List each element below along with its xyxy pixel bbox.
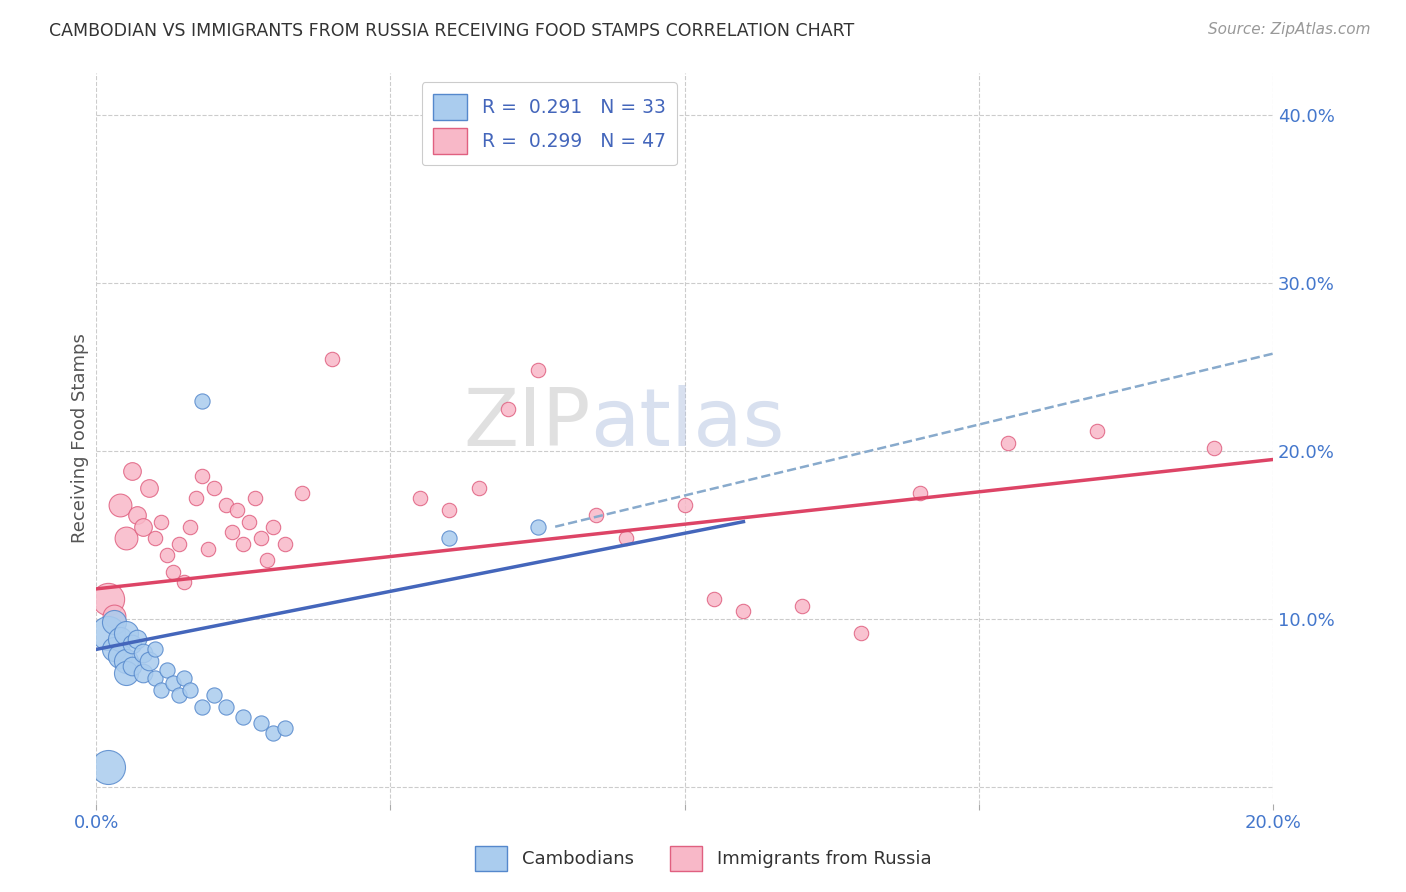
Point <box>792 599 814 613</box>
Point <box>121 637 143 651</box>
Point <box>97 625 120 640</box>
Point <box>733 604 755 618</box>
Point <box>138 481 160 495</box>
Point <box>202 481 225 495</box>
Point <box>1085 424 1108 438</box>
Legend: Cambodians, Immigrants from Russia: Cambodians, Immigrants from Russia <box>467 838 939 879</box>
Point <box>162 676 184 690</box>
Point <box>132 665 155 680</box>
Point <box>179 682 201 697</box>
Point <box>703 591 725 606</box>
Point <box>143 671 166 685</box>
Point <box>226 503 249 517</box>
Point <box>908 486 931 500</box>
Point <box>291 486 314 500</box>
Point <box>114 654 136 668</box>
Point <box>121 464 143 478</box>
Point <box>256 553 278 567</box>
Point <box>232 709 254 723</box>
Point <box>1204 441 1226 455</box>
Point <box>149 515 172 529</box>
Point <box>321 351 343 366</box>
Point <box>614 532 637 546</box>
Point <box>191 699 214 714</box>
Point <box>221 524 243 539</box>
Point <box>114 532 136 546</box>
Point <box>526 363 548 377</box>
Point <box>167 536 190 550</box>
Point <box>156 663 179 677</box>
Point <box>250 532 273 546</box>
Point <box>103 642 125 657</box>
Y-axis label: Receiving Food Stamps: Receiving Food Stamps <box>72 334 89 543</box>
Point <box>132 646 155 660</box>
Point <box>243 491 266 505</box>
Point <box>127 508 149 522</box>
Point <box>186 491 208 505</box>
Point <box>179 519 201 533</box>
Point <box>273 722 295 736</box>
Point <box>439 532 461 546</box>
Point <box>173 671 195 685</box>
Point <box>585 508 607 522</box>
Point <box>149 682 172 697</box>
Point <box>108 498 131 512</box>
Point <box>143 532 166 546</box>
Legend: R =  0.291   N = 33, R =  0.299   N = 47: R = 0.291 N = 33, R = 0.299 N = 47 <box>422 82 676 165</box>
Point <box>156 549 179 563</box>
Text: atlas: atlas <box>591 384 785 463</box>
Point <box>143 642 166 657</box>
Point <box>273 536 295 550</box>
Point <box>127 632 149 647</box>
Point <box>114 665 136 680</box>
Point <box>238 515 260 529</box>
Point <box>191 469 214 483</box>
Point <box>526 519 548 533</box>
Point <box>191 393 214 408</box>
Point <box>214 498 236 512</box>
Point <box>262 726 284 740</box>
Point <box>997 435 1019 450</box>
Text: CAMBODIAN VS IMMIGRANTS FROM RUSSIA RECEIVING FOOD STAMPS CORRELATION CHART: CAMBODIAN VS IMMIGRANTS FROM RUSSIA RECE… <box>49 22 855 40</box>
Point <box>197 541 219 556</box>
Point <box>232 536 254 550</box>
Point <box>409 491 432 505</box>
Point <box>202 688 225 702</box>
Point <box>121 659 143 673</box>
Point <box>173 575 195 590</box>
Point <box>673 498 696 512</box>
Point <box>214 699 236 714</box>
Point <box>132 519 155 533</box>
Point <box>262 519 284 533</box>
Point <box>103 608 125 623</box>
Point <box>162 565 184 579</box>
Point <box>250 716 273 731</box>
Point <box>167 688 190 702</box>
Point <box>108 649 131 664</box>
Point <box>849 625 872 640</box>
Text: ZIP: ZIP <box>463 384 591 463</box>
Point <box>439 503 461 517</box>
Point <box>97 760 120 774</box>
Text: Source: ZipAtlas.com: Source: ZipAtlas.com <box>1208 22 1371 37</box>
Point <box>108 632 131 647</box>
Point <box>138 654 160 668</box>
Point <box>467 481 489 495</box>
Point <box>114 625 136 640</box>
Point <box>103 615 125 630</box>
Point <box>97 591 120 606</box>
Point <box>496 402 519 417</box>
